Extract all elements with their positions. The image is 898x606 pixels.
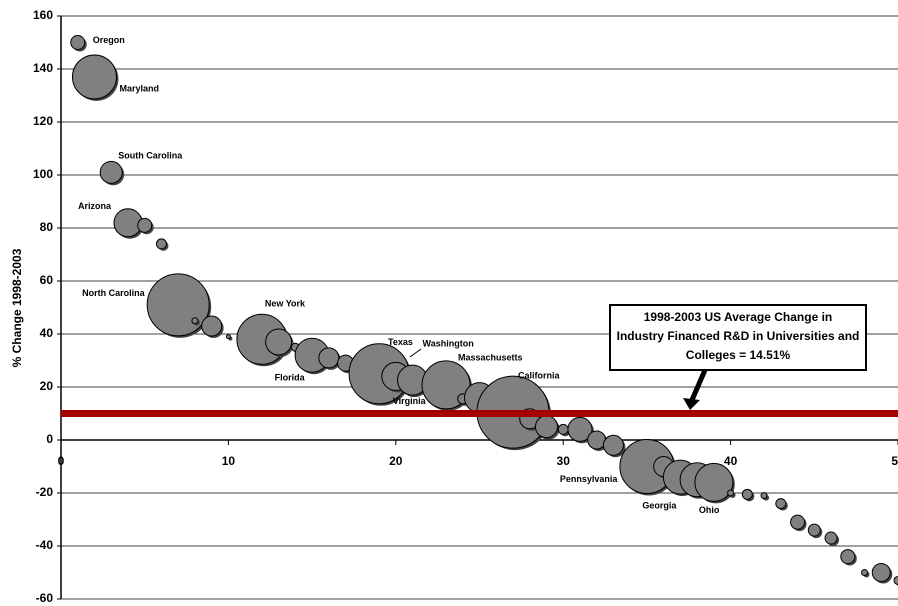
y-tick-label: 120 — [33, 114, 53, 128]
y-tick-label: 140 — [33, 61, 53, 75]
bubble — [557, 423, 569, 435]
bubble — [775, 498, 787, 510]
bubble — [534, 415, 558, 439]
annotation-text: Colleges = 14.51% — [686, 348, 791, 362]
annotation-text: 1998-2003 US Average Change in — [644, 310, 833, 324]
x-tick-label: 40 — [724, 454, 738, 468]
bubble — [137, 217, 153, 233]
y-tick-label: 0 — [46, 432, 53, 446]
y-tick-label: -40 — [36, 538, 54, 552]
bubble — [225, 334, 231, 340]
bubble — [760, 492, 768, 500]
bubble — [893, 575, 898, 585]
y-tick-label: -20 — [36, 485, 54, 499]
point-label: Arizona — [78, 201, 112, 211]
bubble — [70, 35, 86, 50]
arrow-head — [683, 398, 700, 410]
x-tick-label: 30 — [557, 454, 571, 468]
x-tick-label: 50 — [891, 454, 898, 468]
y-tick-label: 60 — [40, 273, 54, 287]
bubble — [871, 563, 891, 582]
bubble — [99, 160, 123, 184]
bubble — [861, 569, 869, 576]
point-label: Pennsylvania — [560, 474, 619, 484]
bubble — [318, 347, 340, 369]
x-tick-label: 10 — [222, 454, 236, 468]
bubble — [741, 488, 753, 500]
y-tick-label: 40 — [40, 326, 54, 340]
point-label: Massachusetts — [458, 352, 523, 362]
bubble — [824, 531, 838, 545]
y-tick-label: -60 — [36, 591, 54, 605]
y-tick-label: 160 — [33, 8, 53, 22]
washington-arrow — [409, 348, 422, 358]
point-label: Texas — [388, 337, 413, 347]
y-tick-label: 80 — [40, 220, 54, 234]
bubble — [807, 523, 821, 537]
bubble — [265, 328, 293, 356]
point-label: Georgia — [642, 500, 677, 510]
point-label: New York — [265, 299, 306, 309]
point-label: Maryland — [119, 83, 159, 93]
annotation-text: Industry Financed R&D in Universities an… — [617, 329, 860, 343]
bubble — [146, 273, 210, 337]
y-axis-label: % Change 1998-2003 — [10, 248, 24, 367]
bubble — [191, 317, 199, 325]
point-label: Ohio — [699, 505, 720, 515]
bubble — [790, 514, 806, 530]
point-label: South Carolina — [118, 151, 183, 161]
y-tick-label: 100 — [33, 167, 53, 181]
y-tick-label: 20 — [40, 379, 54, 393]
arrow — [689, 369, 708, 401]
bubble — [155, 238, 167, 250]
point-label: Florida — [275, 372, 306, 382]
point-label: California — [518, 371, 561, 381]
point-label: Washington — [423, 338, 474, 348]
point-label: Virginia — [393, 396, 427, 406]
bubble — [567, 416, 593, 442]
point-label: Oregon — [93, 35, 125, 45]
annotation-box — [609, 304, 867, 371]
bubble — [840, 549, 856, 565]
bubble — [71, 54, 117, 100]
point-label: North Carolina — [82, 288, 145, 298]
bubble — [602, 434, 624, 456]
x-tick-label: 0 — [58, 454, 65, 468]
bubble — [201, 315, 223, 337]
bubble — [727, 489, 735, 497]
x-tick-label: 20 — [389, 454, 403, 468]
bubble — [694, 462, 734, 502]
